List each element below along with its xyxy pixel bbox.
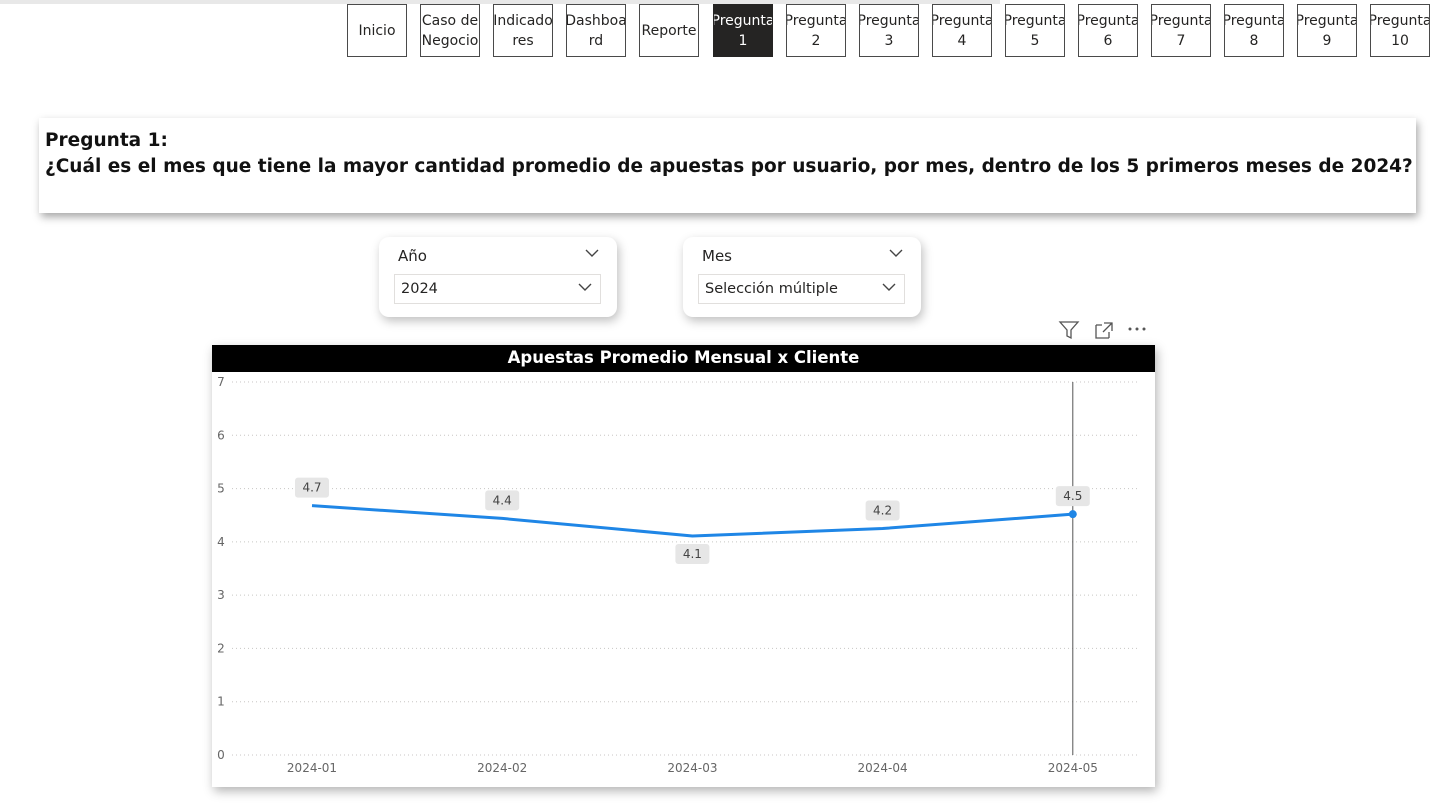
y-tick-label: 1 — [217, 695, 225, 709]
y-tick-label: 4 — [217, 535, 225, 549]
data-label-background — [675, 543, 710, 564]
month-slicer-label: Mes — [702, 247, 732, 265]
month-slicer: Mes Selección múltiple — [683, 237, 921, 317]
data-label: 4.5 — [1063, 489, 1082, 503]
nav-button-pregunta-6[interactable]: Pregunta 6 — [1078, 4, 1138, 57]
year-slicer: Año 2024 — [379, 237, 617, 317]
nav-button-pregunta-10[interactable]: Pregunta 10 — [1370, 4, 1430, 57]
line-chart: 0 1 2 3 4 5 6 7 2024-01 2024-02 2024-03 2024-04 2024… — [217, 375, 1137, 775]
nav-button-pregunta-4[interactable]: Pregunta 4 — [932, 4, 992, 57]
filter-icon[interactable] — [1058, 319, 1080, 341]
nav-button-reporte[interactable]: Reporte — [639, 4, 699, 57]
data-label-background — [485, 490, 520, 511]
nav-button-pregunta-7[interactable]: Pregunta 7 — [1151, 4, 1211, 57]
y-tick-label: 5 — [217, 482, 225, 496]
nav-button-caso-de-negocio[interactable]: Caso de Negocio — [420, 4, 480, 57]
month-dropdown[interactable]: Selección múltiple — [698, 274, 905, 304]
data-label: 4.7 — [302, 481, 321, 495]
top-divider — [0, 0, 1000, 4]
x-tick-label: 2024-02 — [477, 761, 527, 775]
nav-button-dashboa-rd[interactable]: Dashboa rd — [566, 4, 626, 57]
chevron-down-icon — [578, 283, 592, 291]
question-card: Pregunta 1: ¿Cuál es el mes que tiene la… — [39, 118, 1416, 213]
data-label-background — [865, 500, 900, 521]
chevron-down-icon — [882, 283, 896, 291]
chevron-down-icon[interactable] — [889, 249, 903, 258]
y-tick-label: 3 — [217, 588, 225, 602]
line-chart-visual[interactable]: Apuestas Promedio Mensual x Cliente 0 1 2 3… — [212, 345, 1155, 787]
chevron-down-icon[interactable] — [585, 249, 599, 258]
nav-button-inicio[interactable]: Inicio — [347, 4, 407, 57]
chart-title: Apuestas Promedio Mensual x Cliente — [212, 345, 1155, 372]
data-label: 4.4 — [493, 493, 512, 507]
month-dropdown-value: Selección múltiple — [705, 281, 838, 297]
series-line — [311, 504, 1073, 538]
data-label: 4.1 — [683, 547, 702, 561]
data-point-marker — [1068, 510, 1077, 519]
nav-button-pregunta-3[interactable]: Pregunta 3 — [859, 4, 919, 57]
x-tick-label: 2024-01 — [287, 761, 337, 775]
data-label-background — [1055, 486, 1090, 507]
year-slicer-label: Año — [398, 247, 427, 265]
nav-button-pregunta-5[interactable]: Pregunta 5 — [1005, 4, 1065, 57]
nav-button-indicado-res[interactable]: Indicado res — [493, 4, 553, 57]
nav-button-pregunta-9[interactable]: Pregunta 9 — [1297, 4, 1357, 57]
data-label-background — [295, 477, 329, 498]
x-tick-label: 2024-03 — [667, 761, 717, 775]
question-text: ¿Cuál es el mes que tiene la mayor canti… — [45, 156, 1413, 177]
more-options-icon[interactable] — [1126, 319, 1148, 341]
question-title: Pregunta 1: — [45, 130, 168, 151]
data-label: 4.2 — [873, 504, 892, 518]
y-tick-label: 0 — [217, 748, 225, 762]
year-dropdown[interactable]: 2024 — [394, 274, 601, 304]
y-tick-label: 6 — [217, 428, 225, 442]
nav-button-pregunta-8[interactable]: Pregunta 8 — [1224, 4, 1284, 57]
x-tick-label: 2024-05 — [1048, 761, 1098, 775]
year-dropdown-value: 2024 — [401, 281, 438, 297]
x-tick-label: 2024-04 — [858, 761, 908, 775]
focus-mode-icon[interactable] — [1093, 319, 1115, 341]
nav-button-pregunta-2[interactable]: Pregunta 2 — [786, 4, 846, 57]
y-tick-label: 7 — [217, 375, 225, 389]
nav-button-pregunta-1[interactable]: Pregunta 1 — [713, 4, 773, 57]
y-tick-label: 2 — [217, 641, 225, 655]
